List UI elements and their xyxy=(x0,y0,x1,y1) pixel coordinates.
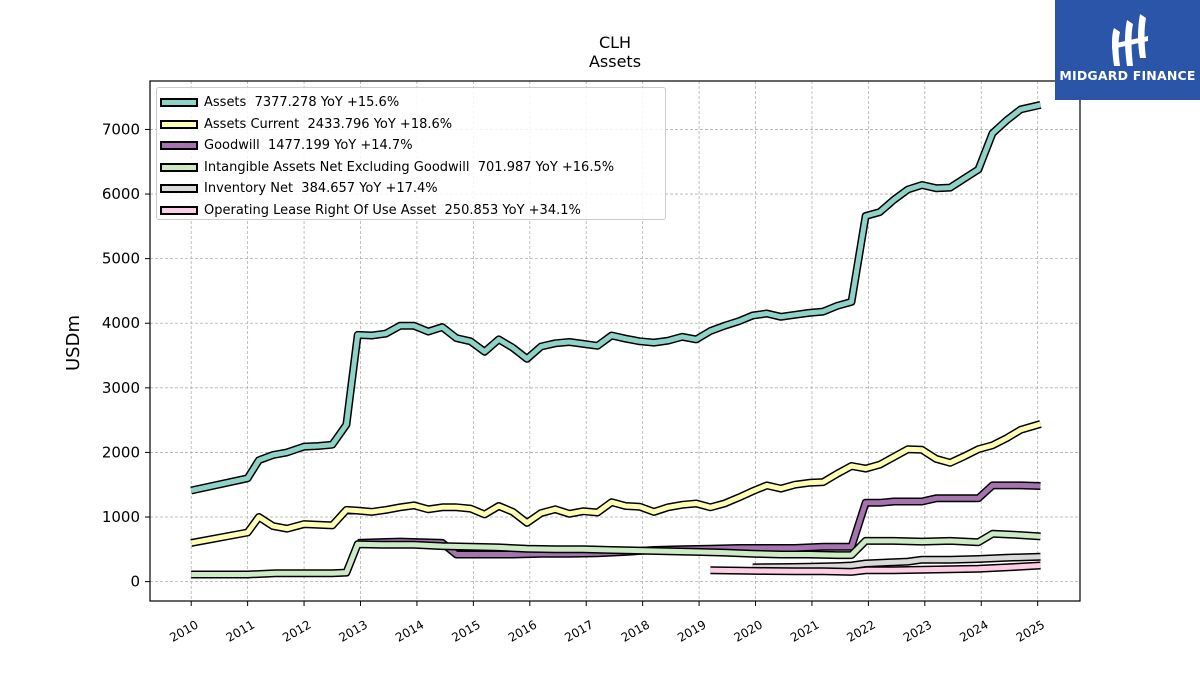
legend-label: Assets Current 2433.796 YoY +18.6% xyxy=(204,116,453,132)
series-lines xyxy=(190,100,1042,579)
legend-label: Operating Lease Right Of Use Asset 250.8… xyxy=(204,202,581,218)
x-tick-label: 2017 xyxy=(562,617,595,644)
x-tick-label: 2018 xyxy=(619,617,652,644)
x-tick-label: 2014 xyxy=(393,617,426,644)
plot-area-frame xyxy=(149,80,1081,602)
legend-swatch xyxy=(160,205,198,215)
x-tick-label: 2021 xyxy=(788,617,821,644)
legend-label: Goodwill 1477.199 YoY +14.7% xyxy=(204,138,413,154)
x-tick-label: 2024 xyxy=(957,617,990,644)
legend-item-assets-current: Assets Current 2433.796 YoY +18.6% xyxy=(157,114,665,136)
legend-item-goodwill: Goodwill 1477.199 YoY +14.7% xyxy=(157,135,665,157)
legend-item-intangible-assets-net-excluding-goodwill: Intangible Assets Net Excluding Goodwill… xyxy=(157,157,665,179)
legend-item-inventory-net: Inventory Net 384.657 YoY +17.4% xyxy=(157,178,665,200)
x-tick-label: 2022 xyxy=(844,617,877,644)
chart-title: CLH xyxy=(599,33,631,52)
x-tick-label: 2012 xyxy=(280,617,313,644)
y-tick-label: 0 xyxy=(130,573,140,591)
chart-legend: Assets 7377.278 YoY +15.6% Assets Current… xyxy=(156,87,666,220)
series-line-intangible-assets-net-excluding-goodwill xyxy=(191,531,1041,577)
y-tick-label: 1000 xyxy=(102,508,140,526)
legend-label: Assets 7377.278 YoY +15.6% xyxy=(204,95,400,111)
legend-item-operating-lease-right-of-use-asset: Operating Lease Right Of Use Asset 250.8… xyxy=(157,200,665,222)
series-line-assets-current xyxy=(190,421,1042,546)
legend-label: Inventory Net 384.657 YoY +17.4% xyxy=(204,181,438,197)
brand-name: MIDGARD FINANCE xyxy=(1059,68,1196,83)
legend-item-assets: Assets 7377.278 YoY +15.6% xyxy=(157,92,665,114)
legend-swatch xyxy=(160,141,198,151)
y-tick-label: 3000 xyxy=(102,379,140,397)
y-tick-label: 5000 xyxy=(102,250,140,268)
y-tick-label: 6000 xyxy=(102,185,140,203)
series-line-operating-lease-right-of-use-asset xyxy=(710,563,1041,575)
legend-swatch xyxy=(160,119,198,129)
x-tick-label: 2025 xyxy=(1014,617,1047,644)
series-line-inventory-net xyxy=(752,554,1041,570)
legend-label: Intangible Assets Net Excluding Goodwill… xyxy=(204,159,615,175)
chart-subtitle: Assets xyxy=(589,52,641,71)
x-tick-label: 2023 xyxy=(901,617,934,644)
x-tick-label: 2010 xyxy=(167,617,200,644)
x-tick-label: 2020 xyxy=(732,617,765,644)
x-tick-label: 2019 xyxy=(675,617,708,644)
x-tick-label: 2013 xyxy=(337,617,370,644)
legend-swatch xyxy=(160,98,198,108)
legend-swatch xyxy=(160,184,198,194)
series-line-assets xyxy=(190,102,1042,493)
midgard-logo-icon xyxy=(1112,14,1148,66)
y-tick-label: 2000 xyxy=(102,443,140,461)
y-tick-label: 7000 xyxy=(102,120,140,138)
x-tick-label: 2015 xyxy=(449,617,482,644)
y-axis-label: USDm xyxy=(63,315,84,371)
legend-swatch xyxy=(160,162,198,172)
y-tick-label: 4000 xyxy=(102,314,140,332)
x-axis-ticks: 2010 2011 2012 2013 2014 2015 2016 2017 2018 2019… xyxy=(167,601,1047,645)
x-tick-label: 2016 xyxy=(506,617,539,644)
brand-logo: MIDGARD FINANCE xyxy=(1055,0,1200,100)
series-line-goodwill xyxy=(357,482,1041,557)
x-tick-label: 2011 xyxy=(224,617,257,644)
y-axis-ticks: 0 1000 2000 3000 4000 5000 6000 7000 xyxy=(102,120,150,591)
